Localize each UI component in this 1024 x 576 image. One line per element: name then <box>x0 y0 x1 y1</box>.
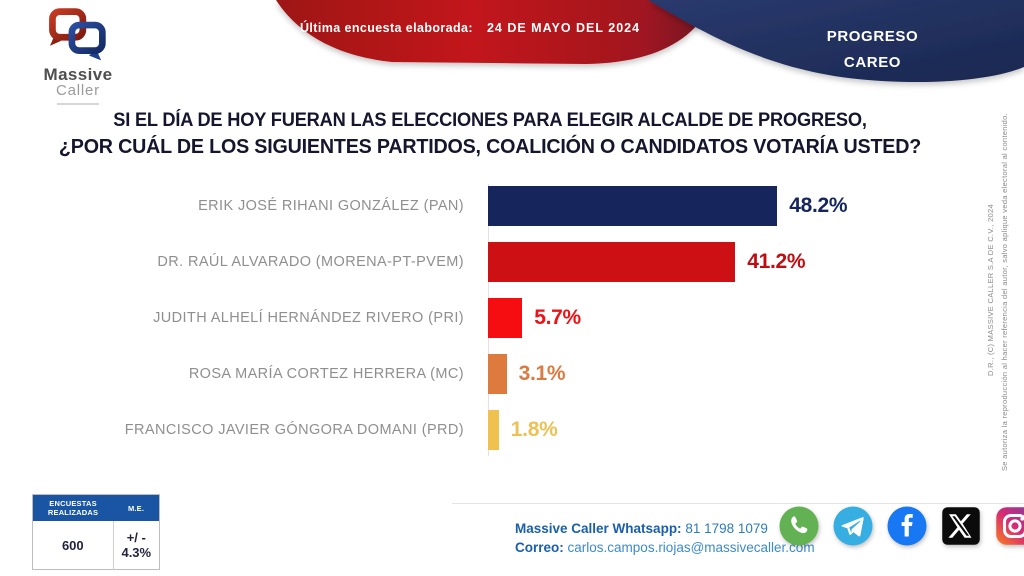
value-label: 3.1% <box>518 362 566 385</box>
value-label: 5.7% <box>534 306 581 329</box>
contact-block: Massive Caller Whatsapp: 81 1798 1079 Co… <box>515 519 815 557</box>
email-line: Correo: carlos.campos.riojas@massivecall… <box>515 538 815 557</box>
poll-type: CAREO <box>843 54 902 71</box>
candidate-label: DR. RAÚL ALVARADO (MORENA-PT-PVEM) <box>157 254 464 270</box>
stats-header-moe: M.E. <box>113 494 160 521</box>
whatsapp-label: Massive Caller Whatsapp: <box>515 521 682 536</box>
question-title: SI EL DÍA DE HOY FUERAN LAS ELECCIONES P… <box>58 110 922 159</box>
copyright-line: D.R., (C) MASSIVE CALLER S.A DE C.V., 20… <box>986 204 995 376</box>
candidate-label: JUDITH ALHELÍ HERNÁNDEZ RIVERO (PRI) <box>153 310 464 326</box>
bar <box>488 242 736 282</box>
last-poll-banner: Última encuesta elaborada: 24 DE MAYO DEL… <box>300 21 700 35</box>
value-label: 48.2% <box>789 194 848 217</box>
whatsapp-line: Massive Caller Whatsapp: 81 1798 1079 <box>515 519 815 538</box>
logo-word-caller: Caller <box>56 82 100 99</box>
chart-row: JUDITH ALHELÍ HERNÁNDEZ RIVERO (PRI) 5.7% <box>0 298 920 338</box>
bar <box>488 354 507 394</box>
massive-caller-logo: Massive Caller <box>36 8 120 105</box>
bar <box>488 298 523 338</box>
header-shapes <box>276 0 1024 83</box>
logo-word-massive: Massive <box>43 65 113 84</box>
value-label: 1.8% <box>510 418 558 441</box>
header-navy-corner <box>648 0 1024 83</box>
question-line2: ¿POR CUÁL DE LOS SIGUIENTES PARTIDOS, CO… <box>58 135 922 158</box>
bar-track: 48.2% <box>488 186 848 226</box>
chart-row: DR. RAÚL ALVARADO (MORENA-PT-PVEM) 41.2% <box>0 242 920 282</box>
chart-row: FRANCISCO JAVIER GÓNGORA DOMANI (PRD) 1.8… <box>0 410 920 450</box>
logo-tagline-rule <box>57 103 99 105</box>
instagram-icon[interactable] <box>994 505 1024 547</box>
sample-size-value: 600 <box>61 537 84 553</box>
social-icons <box>778 505 1024 547</box>
whatsapp-icon[interactable] <box>778 505 820 547</box>
banner-date: 24 DE MAYO DEL 2024 <box>486 21 641 35</box>
header-red-ribbon <box>276 0 710 64</box>
bar <box>488 410 499 450</box>
location-name: PROGRESO <box>826 28 919 45</box>
margin-of-error-value: +/ - 4.3% <box>112 521 160 570</box>
candidate-label: FRANCISCO JAVIER GÓNGORA DOMANI (PRD) <box>124 422 464 438</box>
logo-bubbles-icon <box>49 8 106 61</box>
candidate-label: ERIK JOSÉ RIHANI GONZÁLEZ (PAN) <box>198 198 464 214</box>
bar <box>488 186 778 226</box>
candidate-label: ROSA MARÍA CORTEZ HERRERA (MC) <box>188 366 464 382</box>
email-address: carlos.campos.riojas@massivecaller.com <box>567 540 815 555</box>
location-badge: PROGRESO CAREO <box>795 24 950 76</box>
copyright-notice: Se autoriza la reproducción al hacer ref… <box>1000 113 1009 472</box>
telegram-icon[interactable] <box>832 505 874 547</box>
question-line1: SI EL DÍA DE HOY FUERAN LAS ELECCIONES P… <box>113 110 867 131</box>
banner-label: Última encuesta elaborada: <box>300 21 473 35</box>
footer-divider <box>452 503 1024 504</box>
stats-header-sample: ENCUESTAS REALIZADAS <box>32 494 114 521</box>
value-label: 41.2% <box>747 250 806 273</box>
bar-track: 1.8% <box>488 410 558 450</box>
sample-stats-table: ENCUESTAS REALIZADAS M.E. 600 +/ - 4.3% <box>32 494 160 570</box>
facebook-icon[interactable] <box>886 505 928 547</box>
chart-row: ERIK JOSÉ RIHANI GONZÁLEZ (PAN) 48.2% <box>0 186 920 226</box>
bar-chart: ERIK JOSÉ RIHANI GONZÁLEZ (PAN) 48.2% DR. … <box>0 186 920 466</box>
email-label: Correo: <box>515 540 564 555</box>
bar-track: 5.7% <box>488 298 581 338</box>
table-row: 600 +/ - 4.3% <box>33 521 160 570</box>
chart-row: ROSA MARÍA CORTEZ HERRERA (MC) 3.1% <box>0 354 920 394</box>
whatsapp-number: 81 1798 1079 <box>685 521 768 536</box>
bar-track: 3.1% <box>488 354 566 394</box>
bar-track: 41.2% <box>488 242 806 282</box>
x-icon[interactable] <box>940 505 982 547</box>
